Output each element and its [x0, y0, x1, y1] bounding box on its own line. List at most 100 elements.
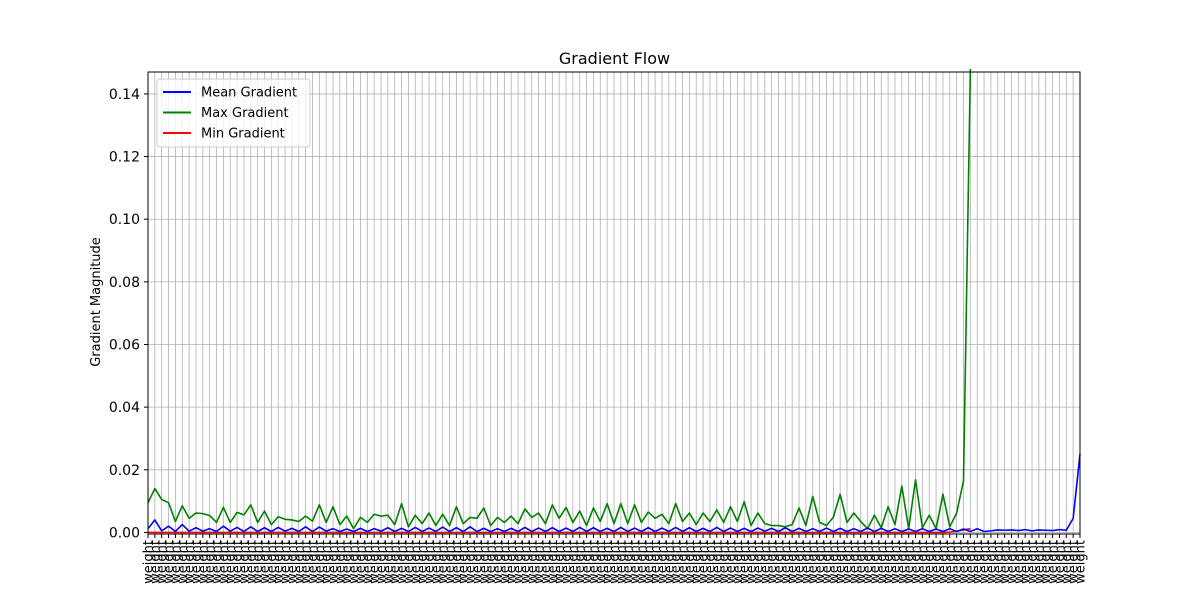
- x-tick-label: weight: [477, 540, 492, 584]
- x-tick-label: weight: [841, 540, 856, 584]
- x-tick-label: weight: [1026, 540, 1041, 584]
- x-tick-label: weight: [217, 540, 232, 584]
- x-tick-label: weight: [957, 540, 972, 584]
- x-tick-label: weight: [594, 540, 609, 584]
- y-axis-ticks: 0.00 0.02 0.04 0.06 0.08 0.10 0.12 0.14: [109, 87, 148, 541]
- x-tick-label: weight: [224, 540, 239, 584]
- x-tick-label: weight: [649, 540, 664, 584]
- x-tick-label: weight: [203, 540, 218, 584]
- x-tick-label: weight: [587, 540, 602, 584]
- x-tick-label: weight: [1012, 540, 1027, 584]
- x-tick-label: weight: [868, 540, 883, 584]
- x-tick-label: weight: [368, 540, 383, 584]
- x-tick-label: weight: [978, 540, 993, 584]
- x-tick-label: weight: [258, 540, 273, 584]
- x-tick-label: weight: [724, 540, 739, 584]
- x-tick-label: weight: [512, 540, 527, 584]
- y-tick-label: 0.14: [109, 87, 140, 103]
- x-tick-label: weight: [827, 540, 842, 584]
- x-tick-label: weight: [690, 540, 705, 584]
- x-tick-label: weight: [155, 540, 170, 584]
- x-tick-label: weight: [484, 540, 499, 584]
- x-tick-label: weight: [375, 540, 390, 584]
- x-tick-label: weight: [1019, 540, 1034, 584]
- x-tick-label: weight: [231, 540, 246, 584]
- x-tick-label: weight: [265, 540, 280, 584]
- x-tick-label: weight: [950, 540, 965, 584]
- x-tick-label: weight: [772, 540, 787, 584]
- x-tick-label: weight: [327, 540, 342, 584]
- legend-entry: Mean Gradient: [201, 86, 297, 101]
- x-tick-label: weight: [176, 540, 191, 584]
- x-tick-label: weight: [662, 540, 677, 584]
- x-tick-label: weight: [313, 540, 328, 584]
- x-tick-label: weight: [882, 540, 897, 584]
- x-tick-label: weight: [1060, 540, 1075, 584]
- x-tick-label: weight: [196, 540, 211, 584]
- legend: Mean Gradient Max Gradient Min Gradient: [156, 78, 311, 148]
- x-tick-label: weight: [361, 540, 376, 584]
- x-tick-label: weight: [806, 540, 821, 584]
- x-tick-label: weight: [943, 540, 958, 584]
- x-tick-label: weight: [402, 540, 417, 584]
- y-tick-label: 0.02: [109, 463, 140, 479]
- x-tick-label: weight: [169, 540, 184, 584]
- x-tick-label: weight: [539, 540, 554, 584]
- x-tick-label: weight: [820, 540, 835, 584]
- x-tick-label: weight: [793, 540, 808, 584]
- x-tick-label: weight: [909, 540, 924, 584]
- x-tick-label: weight: [813, 540, 828, 584]
- x-tick-label: weight: [1074, 540, 1089, 584]
- x-tick-label: weight: [320, 540, 335, 584]
- x-tick-label: weight: [532, 540, 547, 584]
- x-tick-label: weight: [464, 540, 479, 584]
- x-tick-label: weight: [895, 540, 910, 584]
- x-tick-label: weight: [142, 540, 157, 584]
- x-tick-label: weight: [676, 540, 691, 584]
- x-tick-label: weight: [354, 540, 369, 584]
- x-tick-label: weight: [333, 540, 348, 584]
- x-tick-label: weight: [998, 540, 1013, 584]
- x-tick-label: weight: [786, 540, 801, 584]
- x-tick-label: weight: [498, 540, 513, 584]
- x-tick-label: weight: [148, 540, 163, 584]
- y-tick-label: 0.04: [109, 400, 140, 416]
- x-tick-label: weight: [580, 540, 595, 584]
- x-tick-label: weight: [1039, 540, 1054, 584]
- x-tick-label: weight: [930, 540, 945, 584]
- x-tick-label: weight: [573, 540, 588, 584]
- x-tick-label: weight: [299, 540, 314, 584]
- x-tick-label: weight: [621, 540, 636, 584]
- x-tick-label: weight: [669, 540, 684, 584]
- x-tick-label: weight: [422, 540, 437, 584]
- x-tick-label: weight: [395, 540, 410, 584]
- x-tick-label: weight: [518, 540, 533, 584]
- x-tick-label: weight: [1067, 540, 1082, 584]
- y-tick-label: 0.08: [109, 275, 140, 291]
- legend-entry: Min Gradient: [201, 127, 285, 142]
- y-tick-label: 0.12: [109, 150, 140, 166]
- x-tick-label: weight: [416, 540, 431, 584]
- series-line-min-gradient: [148, 527, 971, 534]
- x-tick-label: weight: [251, 540, 266, 584]
- x-tick-label: weight: [388, 540, 403, 584]
- y-tick-label: 0.06: [109, 338, 140, 354]
- x-tick-label: weight: [655, 540, 670, 584]
- x-tick-label: weight: [888, 540, 903, 584]
- x-tick-label: weight: [751, 540, 766, 584]
- x-tick-label: weight: [861, 540, 876, 584]
- series-lines: [147, 68, 1081, 534]
- x-tick-label: weight: [183, 540, 198, 584]
- x-tick-label: weight: [923, 540, 938, 584]
- x-tick-label: weight: [566, 540, 581, 584]
- x-tick-label: weight: [189, 540, 204, 584]
- x-tick-label: weight: [340, 540, 355, 584]
- x-tick-label: weight: [525, 540, 540, 584]
- x-tick-label: weight: [936, 540, 951, 584]
- x-tick-label: weight: [758, 540, 773, 584]
- x-tick-label: weight: [991, 540, 1006, 584]
- x-tick-label: weight: [635, 540, 650, 584]
- x-tick-label: weight: [834, 540, 849, 584]
- x-tick-label: weight: [1046, 540, 1061, 584]
